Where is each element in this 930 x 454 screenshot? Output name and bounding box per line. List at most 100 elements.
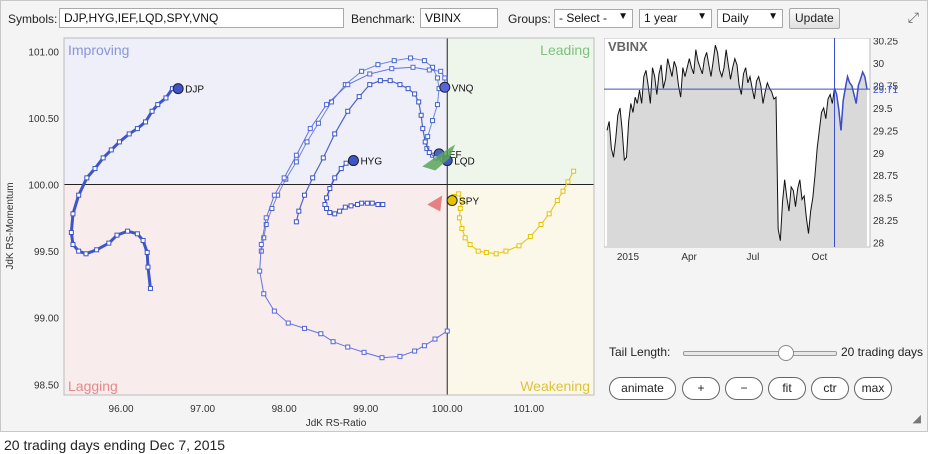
- series-hyg-point: [364, 200, 370, 206]
- series-ief-point: [430, 118, 436, 124]
- series-lqd-point: [405, 86, 411, 92]
- series-lqd-point: [332, 131, 338, 137]
- series-ief-point: [421, 58, 427, 64]
- groups-label: Groups:: [508, 12, 551, 26]
- series-djp-label: DJP: [185, 85, 204, 96]
- series-vnq-point: [432, 336, 438, 342]
- tail-length-label: Tail Length:: [609, 345, 671, 359]
- series-spy-point: [467, 241, 473, 247]
- dropdown-arrow-icon: ▼: [697, 11, 707, 22]
- series-vnq-point: [330, 339, 336, 345]
- series-djp-point: [155, 102, 161, 108]
- series-ief-point: [434, 102, 440, 108]
- series-hyg-point: [342, 204, 348, 210]
- series-spy-point: [554, 198, 560, 204]
- series-hyg-point: [332, 175, 338, 181]
- series-vnq-point: [318, 331, 324, 337]
- center-button[interactable]: ctr: [811, 377, 849, 400]
- benchmark-title: VBINX: [608, 39, 648, 54]
- series-djp-point: [114, 232, 120, 238]
- benchmark-input[interactable]: VBINX: [420, 8, 498, 28]
- series-hyg-label: HYG: [360, 157, 382, 168]
- series-spy-head: [446, 195, 458, 207]
- footer-caption: 20 trading days ending Dec 7, 2015: [4, 437, 226, 453]
- quadrant-label-weakening: Weakening: [520, 378, 590, 394]
- series-vnq-tail: [259, 66, 448, 359]
- series-hyg-point: [369, 200, 375, 206]
- rrg-panel: Symbols: DJP,HYG,IEF,LQD,SPY,VNQ Benchma…: [0, 0, 928, 432]
- series-lqd-point: [345, 108, 351, 114]
- series-djp-point: [108, 147, 114, 153]
- series-lqd-point: [426, 150, 432, 156]
- expand-icon[interactable]: ⤢: [907, 9, 919, 25]
- frequency-select[interactable]: Daily ▼: [717, 9, 783, 28]
- y-tick-label: 99.00: [34, 314, 59, 325]
- groups-value: - Select -: [559, 11, 608, 25]
- series-lqd-point: [296, 208, 302, 214]
- series-spy-point: [560, 188, 566, 194]
- series-djp-point: [147, 285, 153, 291]
- symbols-input[interactable]: DJP,HYG,IEF,LQD,SPY,VNQ: [59, 8, 344, 28]
- series-vnq-point: [307, 126, 313, 132]
- series-ief-point: [263, 221, 269, 227]
- zoom-in-button[interactable]: +: [682, 377, 720, 400]
- series-hyg-point: [322, 202, 328, 208]
- benchmark-y-tick-label: 28: [873, 239, 885, 250]
- series-djp-point: [116, 139, 122, 145]
- benchmark-recent-line: [833, 70, 868, 131]
- zoom-out-button[interactable]: −: [725, 377, 763, 400]
- series-spy-point: [546, 211, 552, 217]
- series-djp-point: [92, 166, 98, 172]
- series-vnq-point: [263, 215, 269, 221]
- quadrant-label-lagging: Lagging: [68, 378, 118, 394]
- benchmark-last-value-label: 29.71: [873, 85, 898, 96]
- series-vnq-point: [421, 343, 427, 349]
- benchmark-x-tick-label: Apr: [681, 252, 697, 263]
- groups-select[interactable]: - Select - ▼: [554, 9, 633, 28]
- x-tick-label: 101.00: [513, 404, 544, 415]
- series-hyg-point: [343, 160, 349, 166]
- rrg-chart: 96.00 97.00 98.00 99.00 100.00 101.00 98.50 99.…: [5, 37, 595, 429]
- benchmark-x-tick-label: 2015: [617, 252, 640, 263]
- series-spy-point: [516, 243, 522, 249]
- series-spy-point: [493, 251, 499, 257]
- series-ief-point: [315, 120, 321, 126]
- fit-button[interactable]: fit: [768, 377, 806, 400]
- series-djp-point: [140, 237, 146, 243]
- series-vnq-point: [302, 325, 308, 331]
- y-tick-label: 100.50: [28, 114, 59, 125]
- x-tick-label: 100.00: [432, 404, 463, 415]
- series-djp-point: [145, 264, 151, 270]
- series-djp-point: [84, 175, 90, 181]
- period-select[interactable]: 1 year ▼: [639, 9, 712, 28]
- series-vnq-point: [271, 308, 277, 314]
- series-lqd-point: [377, 78, 383, 84]
- tail-slider-track[interactable]: [683, 351, 837, 356]
- benchmark-price-line: [606, 45, 868, 241]
- series-lqd-point: [356, 94, 362, 100]
- series-lqd-point: [293, 219, 299, 225]
- series-hyg-point: [355, 202, 361, 208]
- tail-slider-thumb[interactable]: [777, 345, 794, 361]
- period-value: 1 year: [644, 11, 678, 25]
- series-vnq-point: [379, 355, 385, 361]
- quadrant-label-leading: Leading: [540, 42, 590, 58]
- series-lqd-point: [418, 112, 424, 118]
- series-lqd-point: [367, 82, 373, 88]
- animate-button[interactable]: animate: [609, 377, 676, 400]
- series-spy-point: [503, 248, 509, 254]
- resize-grip-icon[interactable]: ◢: [912, 413, 921, 425]
- max-button[interactable]: max: [854, 377, 892, 400]
- series-lqd-point: [420, 126, 426, 132]
- series-spy-point: [459, 198, 465, 204]
- series-spy-point: [483, 249, 489, 255]
- series-vnq-point: [271, 192, 277, 198]
- series-spy-point: [571, 168, 577, 174]
- series-djp-point: [100, 155, 106, 161]
- x-tick-label: 96.00: [109, 404, 134, 415]
- update-button[interactable]: Update: [789, 8, 840, 29]
- series-lqd-point: [412, 91, 418, 97]
- series-djp-point: [83, 251, 89, 257]
- tail-length-control: Tail Length: 20 trading days: [609, 345, 929, 361]
- dropdown-arrow-icon: ▼: [768, 11, 778, 22]
